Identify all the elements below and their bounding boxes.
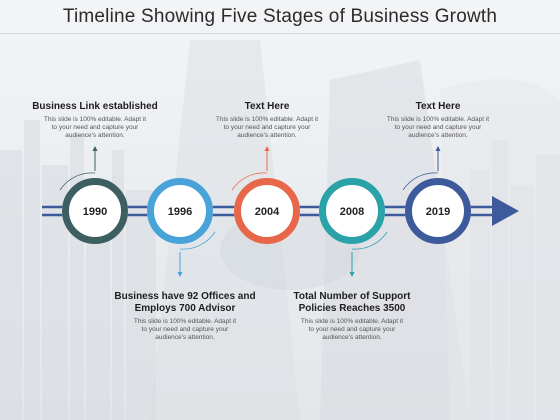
- callout-title: Total Number of Support Policies Reaches…: [293, 291, 411, 314]
- year-label-2004: 2004: [255, 206, 280, 218]
- slide-title: Timeline Showing Five Stages of Business…: [62, 6, 498, 27]
- timeline-arrowhead: [492, 196, 519, 226]
- connector-1996: [177, 252, 183, 277]
- callout-title: Business Link established: [32, 101, 158, 112]
- callout-description: This slide is 100% editable. Adapt it to…: [100, 318, 270, 342]
- description-line: to your need and capture your: [51, 124, 139, 131]
- callout-description: This slide is 100% editable. Adapt it to…: [277, 318, 427, 342]
- description-line: to your need and capture your: [308, 326, 396, 333]
- callout-title: Business have 92 Offices and Employs 700…: [114, 291, 256, 314]
- description-line: This slide is 100% editable. Adapt it: [133, 318, 237, 325]
- description-line: audience's attention.: [65, 132, 125, 139]
- description-line: This slide is 100% editable. Adapt it: [43, 116, 147, 123]
- description-line: to your need and capture your: [394, 124, 482, 131]
- callout-2004: Text Here This slide is 100% editable. A…: [197, 101, 337, 140]
- callout-title: Text Here: [244, 101, 290, 112]
- description-line: to your need and capture your: [223, 124, 311, 131]
- callout-2008: Total Number of Support Policies Reaches…: [277, 291, 427, 342]
- title-divider: [0, 33, 560, 34]
- callout-description: This slide is 100% editable. Adapt it to…: [368, 116, 508, 140]
- callout-1990: Business Link established This slide is …: [15, 101, 175, 140]
- year-label-2019: 2019: [426, 206, 450, 218]
- description-line: This slide is 100% editable. Adapt it: [386, 116, 490, 123]
- stage-2019: 2019: [405, 178, 471, 244]
- stage-1996: 1996: [147, 178, 213, 244]
- connector-2019: [435, 146, 441, 171]
- callout-connectors: [92, 146, 441, 277]
- description-line: audience's attention.: [237, 132, 297, 139]
- year-label-2008: 2008: [340, 206, 364, 218]
- connector-2008: [349, 252, 355, 277]
- ring-arcs: [59, 172, 439, 250]
- callout-description: This slide is 100% editable. Adapt it to…: [15, 116, 175, 140]
- description-line: audience's attention.: [155, 334, 215, 341]
- stage-2004: 2004: [234, 178, 300, 244]
- year-label-1990: 1990: [83, 206, 107, 218]
- callout-description: This slide is 100% editable. Adapt it to…: [197, 116, 337, 140]
- callout-1996: Business have 92 Offices and Employs 700…: [100, 291, 270, 342]
- description-line: audience's attention.: [322, 334, 382, 341]
- stage-2008: 2008: [319, 178, 385, 244]
- callout-2019: Text Here This slide is 100% editable. A…: [368, 101, 508, 140]
- connector-2004: [264, 146, 270, 171]
- year-label-1996: 1996: [168, 206, 192, 218]
- description-line: This slide is 100% editable. Adapt it: [300, 318, 404, 325]
- description-line: audience's attention.: [408, 132, 468, 139]
- description-line: to your need and capture your: [141, 326, 229, 333]
- stage-1990: 1990: [62, 178, 128, 244]
- connector-1990: [92, 146, 98, 171]
- callout-title: Text Here: [415, 101, 461, 112]
- description-line: This slide is 100% editable. Adapt it: [215, 116, 319, 123]
